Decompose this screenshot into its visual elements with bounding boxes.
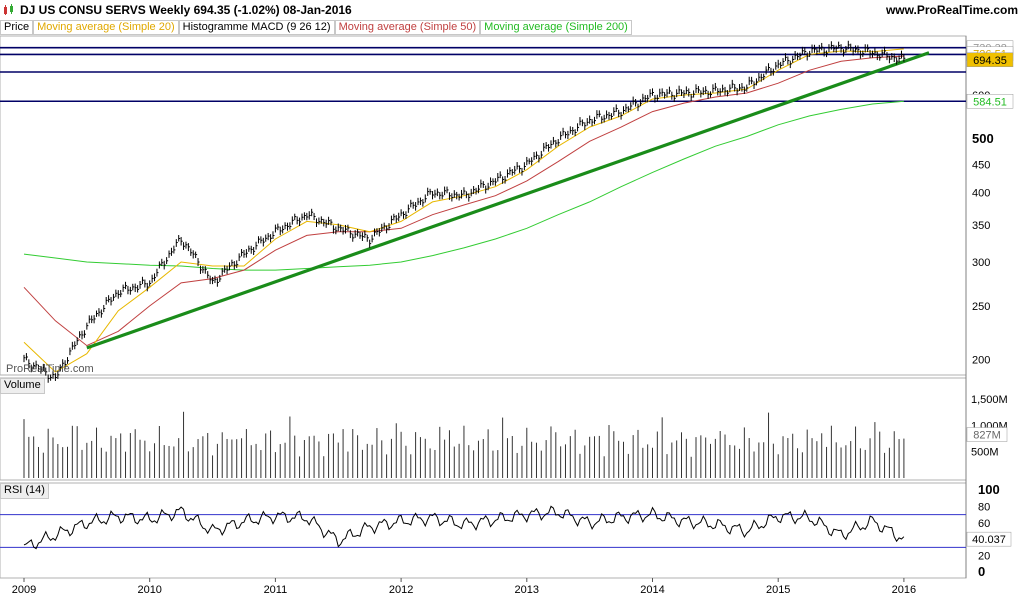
rsi-axis-tick: 100: [978, 482, 1000, 497]
ma200-price-tag-box: [966, 94, 1014, 109]
ma50-line: [23, 55, 904, 347]
ma200-line: [23, 100, 904, 271]
x-axis-label: 2014: [640, 584, 664, 596]
x-axis-label: 2016: [892, 584, 916, 596]
x-axis-label: 2010: [137, 584, 161, 596]
x-axis-label: 2009: [12, 584, 36, 596]
site-link[interactable]: www.ProRealTime.com: [885, 3, 1018, 17]
trendline: [86, 51, 930, 350]
ma200-price-tag: 584.51: [973, 96, 1007, 108]
axis-layer: 2009 2010 2011 2012 2013 2014 2015 2016 200 250 30…: [12, 40, 1014, 596]
rsi-line: [23, 505, 905, 550]
legend-ma200[interactable]: Moving average (Simple 200): [480, 20, 632, 35]
rsi-panel-label[interactable]: RSI (14): [0, 483, 49, 499]
volume-layer: [23, 411, 905, 478]
candlestick-icon: [4, 4, 13, 15]
legend-ma50[interactable]: Moving average (Simple 50): [334, 20, 481, 35]
chart-title: DJ US CONSU SERVS Weekly 694.35 (-1.02%)…: [20, 3, 352, 17]
rsi-layer: [0, 505, 966, 550]
price-axis-tick: 200: [972, 355, 990, 367]
legend-macd[interactable]: Histogramme MACD (9 26 12): [178, 20, 335, 35]
rsi-axis-tick: 60: [978, 518, 990, 530]
volume-panel-label[interactable]: Volume: [0, 378, 45, 394]
indicator-legend: Price Moving average (Simple 20) Histogr…: [0, 20, 632, 35]
ma20-line: [23, 48, 904, 373]
x-axis-label: 2012: [389, 584, 413, 596]
price-axis-tick: 250: [972, 301, 990, 313]
price-panel-frame: [0, 35, 967, 376]
price-axis-tick: 450: [972, 159, 990, 171]
x-axis-label: 2015: [766, 584, 790, 596]
rsi-panel-frame: [0, 482, 967, 579]
rsi-axis-tick: 80: [978, 501, 990, 513]
volume-current-tag: 827M: [973, 430, 1001, 442]
price-axis-tick: 500: [972, 131, 994, 146]
price-axis-tick: 300: [972, 257, 990, 269]
rsi-current-tag: 40.037: [972, 534, 1006, 546]
volume-axis-tick: 1,500M: [971, 394, 1008, 406]
x-axis-label: 2011: [264, 584, 288, 596]
price-layer: [0, 40, 966, 383]
title-bar: DJ US CONSU SERVS Weekly 694.35 (-1.02%)…: [0, 0, 1024, 20]
volume-current-box: [966, 427, 1008, 442]
x-axis-label: 2013: [515, 584, 539, 596]
last-price-tag: 694.35: [973, 55, 1007, 67]
volume-axis-tick: 500M: [971, 447, 999, 459]
price-axis-tick: 400: [972, 188, 990, 200]
watermark: ProRealTime.com: [6, 363, 94, 375]
last-price-tag-box: [966, 52, 1014, 68]
price-axis-tick: 350: [972, 220, 990, 232]
legend-price[interactable]: Price: [0, 20, 34, 35]
legend-ma20[interactable]: Moving average (Simple 20): [33, 20, 179, 35]
rsi-axis-tick: 20: [978, 551, 990, 563]
rsi-axis-tick: 0: [978, 564, 985, 579]
rsi-current-box: [966, 531, 1012, 547]
